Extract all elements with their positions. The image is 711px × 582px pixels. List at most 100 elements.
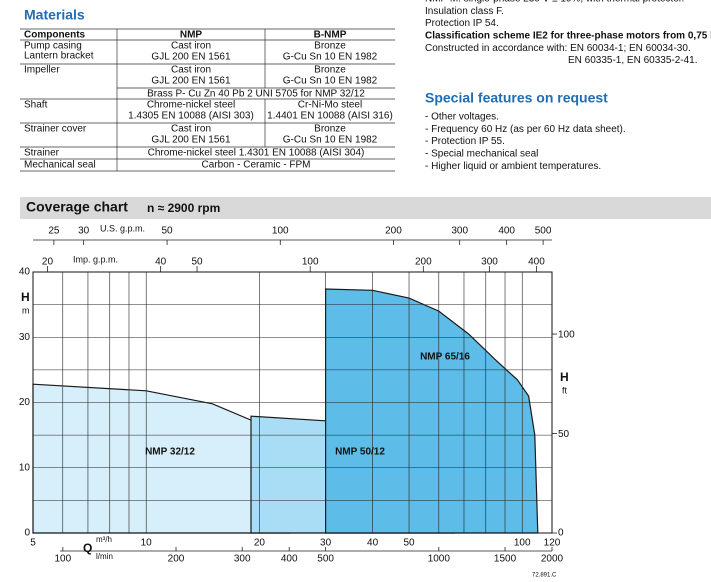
top-axis-label: Imp. g.p.m. — [73, 254, 118, 264]
table-cell: Mechanical seal — [24, 160, 96, 171]
table-cell: 1.4305 EN 10088 (AISI 303) — [128, 111, 254, 122]
top-tick-label: 50 — [191, 257, 203, 268]
feature-item: - Protection IP 55. — [425, 136, 505, 147]
y-tick-label: 10 — [19, 462, 31, 473]
feature-item: - Other voltages. — [425, 112, 499, 123]
table-cell: Chrome-nickel steel 1.4301 EN 10088 (AIS… — [148, 148, 365, 159]
top-tick-label: 20 — [42, 257, 54, 268]
y-axis-label: H — [21, 290, 30, 304]
table-cell: G-Cu Sn 10 EN 1982 — [283, 52, 378, 63]
motor-note: EN 60335-1, EN 60335-2-41. — [568, 55, 698, 66]
x2-tick-label: 300 — [234, 554, 251, 565]
x2-tick-label: 1500 — [494, 554, 517, 565]
feature-item: - Frequency 60 Hz (as per 60 Hz data she… — [425, 124, 626, 135]
top-tick-label: 300 — [481, 257, 498, 268]
y-tick-label: 20 — [19, 397, 31, 408]
special-features-title: Special features on request — [425, 90, 608, 106]
region-label: NMP 65/16 — [420, 352, 470, 363]
top-tick-label: 400 — [498, 226, 515, 237]
y-tick-label: 40 — [19, 267, 31, 278]
top-tick-label: 200 — [385, 226, 402, 237]
table-cell: Impeller — [24, 65, 60, 76]
x2-tick-label: 1000 — [428, 554, 451, 565]
table-cell: Bronze — [314, 124, 346, 135]
x-tick-label: 120 — [544, 538, 561, 549]
x2-tick-label: 500 — [317, 554, 334, 565]
table-cell: GJL 200 EN 1561 — [151, 135, 231, 146]
motor-note: Protection IP 54. — [425, 18, 499, 29]
region-label: NMP 32/12 — [145, 447, 195, 458]
top-tick-label: 40 — [155, 257, 167, 268]
table-header: NMP — [180, 30, 203, 41]
y-tick-label: 0 — [24, 528, 30, 539]
x-tick-label: 10 — [141, 538, 153, 549]
table-cell: Strainer — [24, 148, 60, 159]
drawing-code: 72.891.C — [532, 573, 557, 579]
y2-axis-unit: ft — [562, 385, 568, 395]
x-tick-label: 50 — [403, 538, 415, 549]
top-tick-label: 400 — [528, 257, 545, 268]
top-tick-label: 100 — [272, 226, 289, 237]
coverage-region — [325, 288, 539, 534]
table-cell: Strainer cover — [24, 124, 87, 135]
region-label: NMP 50/12 — [335, 447, 385, 458]
top-tick-label: 200 — [415, 257, 432, 268]
y2-tick-label: 100 — [558, 330, 575, 341]
x2-axis-unit: l/min — [96, 552, 113, 561]
table-cell: G-Cu Sn 10 EN 1982 — [283, 76, 378, 87]
top-tick-label: 300 — [451, 226, 468, 237]
table-cell: Cast iron — [171, 65, 211, 76]
table-cell: Pump casing — [24, 41, 82, 52]
table-header: Components — [24, 30, 86, 41]
x-tick-label: 100 — [514, 538, 531, 549]
feature-item: - Higher liquid or ambient temperatures. — [425, 161, 601, 172]
table-header: B-NMP — [314, 30, 347, 41]
table-cell: GJL 200 EN 1561 — [151, 52, 231, 63]
x-tick-label: 30 — [320, 538, 332, 549]
top-axis-label: U.S. g.p.m. — [100, 223, 145, 233]
top-tick-label: 500 — [535, 226, 552, 237]
y2-axis-label: H — [560, 370, 569, 384]
chart-title: Coverage chart — [26, 199, 128, 215]
x-tick-label: 40 — [367, 538, 379, 549]
plot-frame — [32, 271, 553, 534]
motor-note: Constructed in accordance with: EN 60034… — [425, 43, 691, 54]
table-cell: Cast iron — [171, 124, 211, 135]
table-cell: Cast iron — [171, 41, 211, 52]
table-cell: 1.4401 EN 10088 (AISI 316) — [267, 111, 393, 122]
top-tick-label: 50 — [162, 226, 174, 237]
x-tick-label: 20 — [254, 538, 266, 549]
y2-tick-label: 50 — [558, 429, 570, 440]
x-axis-label: Q — [83, 541, 92, 555]
top-tick-label: 25 — [48, 226, 60, 237]
y-axis-unit: m — [22, 305, 30, 315]
top-tick-label: 100 — [302, 257, 319, 268]
table-cell: Lantern bracket — [24, 51, 94, 62]
x2-tick-label: 200 — [168, 554, 185, 565]
chart-header-bar — [20, 197, 711, 219]
table-cell: Brass P- Cu Zn 40 Pb 2 UNI 5705 for NMP … — [147, 89, 365, 100]
x2-tick-label: 400 — [281, 554, 298, 565]
feature-item: - Special mechanical seal — [425, 149, 538, 160]
x-axis-unit: m³/h — [96, 535, 112, 544]
materials-title: Materials — [24, 7, 85, 23]
motor-note: Classification scheme IE2 for three-phas… — [425, 31, 711, 42]
y-tick-label: 30 — [19, 332, 31, 343]
table-cell: GJL 200 EN 1561 — [151, 76, 231, 87]
y2-tick-label: 0 — [558, 528, 564, 539]
table-cell: Carbon - Ceramic - FPM — [202, 160, 311, 171]
x2-tick-label: 2000 — [541, 554, 564, 565]
table-cell: Chrome-nickel steel — [147, 100, 235, 111]
x2-tick-label: 100 — [54, 554, 71, 565]
table-cell: Bronze — [314, 65, 346, 76]
motor-note: NMP M: single-phase 230 V ± 10%, with th… — [425, 0, 684, 5]
chart-subtitle: n ≈ 2900 rpm — [147, 201, 220, 215]
top-tick-label: 30 — [78, 226, 90, 237]
table-cell: Cr-Ni-Mo steel — [298, 100, 362, 111]
x-tick-label: 5 — [30, 538, 36, 549]
table-cell: G-Cu Sn 10 EN 1982 — [283, 135, 378, 146]
table-cell: Bronze — [314, 41, 346, 52]
motor-note: Insulation class F. — [425, 6, 504, 17]
